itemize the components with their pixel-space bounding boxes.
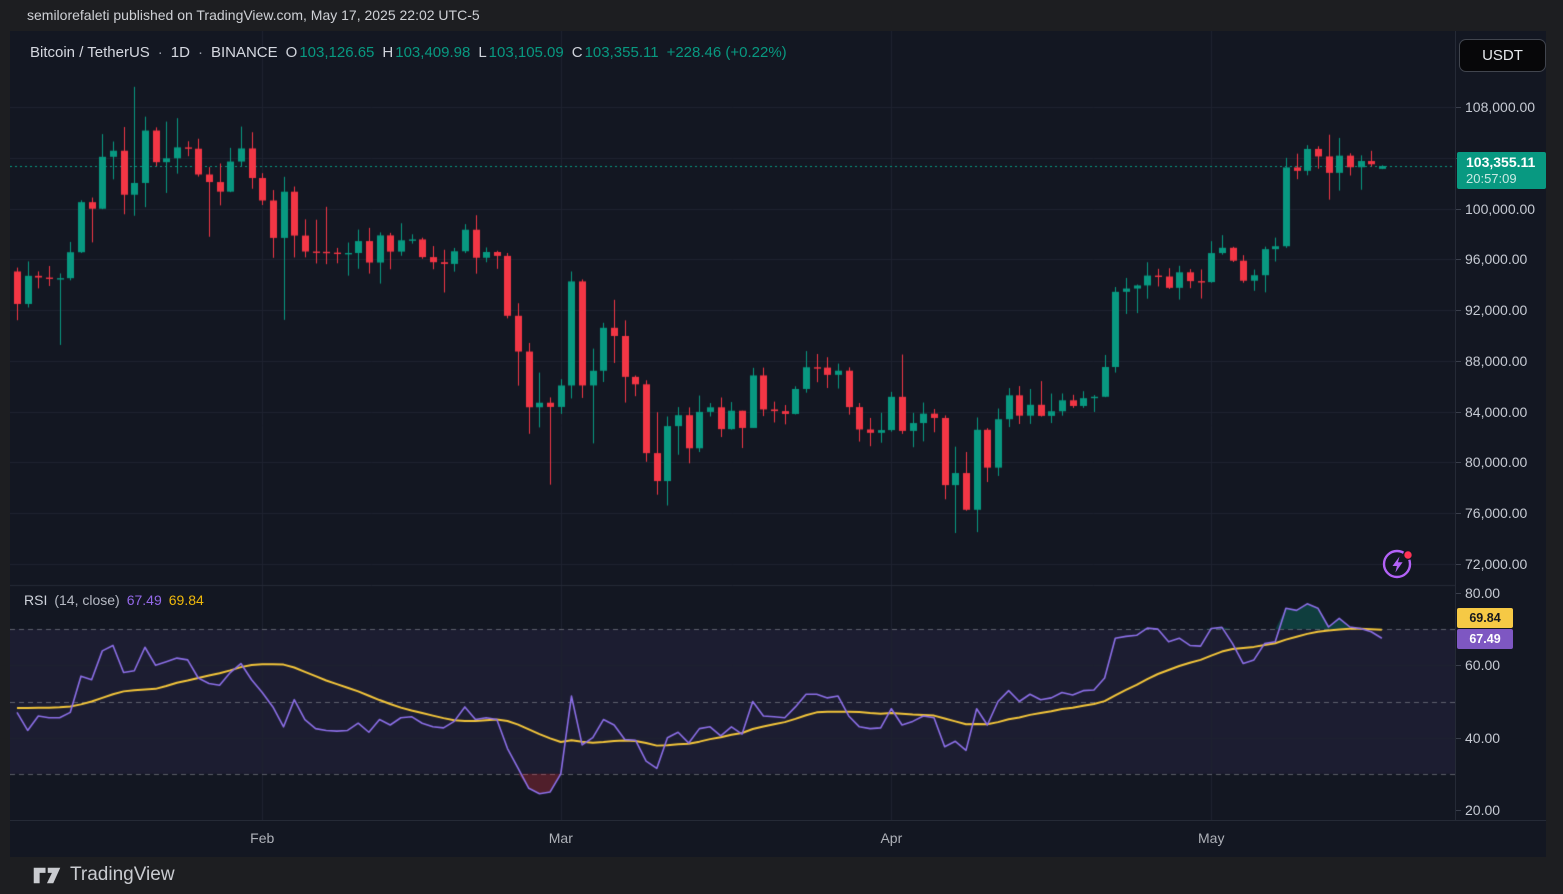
candlestick-chart-canvas[interactable] [10, 31, 1455, 820]
scale-tickmark [1456, 209, 1461, 210]
price-tick-label: 80,000.00 [1465, 454, 1528, 471]
footer-bar: TradingView [0, 856, 1563, 894]
bar-countdown: 20:57:09 [1466, 170, 1517, 186]
notification-dot [1402, 549, 1414, 561]
price-scale[interactable]: 103,355.11 20:57:09 69.84 67.49 108,000.… [1455, 31, 1547, 820]
scale-tickmark [1456, 361, 1461, 362]
rsi-ma-badge: 69.84 [1457, 607, 1513, 628]
price-tick-label: 96,000.00 [1465, 251, 1528, 268]
ohlc-low: L 103,105.09 [478, 44, 564, 61]
scale-tickmark [1456, 513, 1461, 514]
price-tick-label: 92,000.00 [1465, 302, 1528, 319]
symbol-name[interactable]: Bitcoin / TetherUS [30, 44, 150, 61]
scale-tickmark [1456, 259, 1461, 260]
price-tick-label: 84,000.00 [1465, 403, 1528, 420]
scale-tickmark [1456, 810, 1461, 811]
last-price-badge: 103,355.11 20:57:09 [1457, 151, 1546, 189]
price-change: +228.46 (+0.22%) [666, 44, 787, 61]
rsi-tick-label: 60.00 [1465, 657, 1501, 674]
scale-tickmark [1456, 738, 1461, 739]
rsi-value: 67.49 [126, 592, 162, 608]
rsi-tick-label: 20.00 [1465, 802, 1501, 818]
rsi-ma-value: 69.84 [168, 592, 204, 608]
time-axis-month-label: May [1198, 830, 1225, 846]
price-tick-label: 108,000.00 [1465, 99, 1536, 115]
scale-tickmark [1456, 412, 1461, 413]
price-tick-label: 100,000.00 [1465, 200, 1536, 217]
symbol-legend[interactable]: Bitcoin / TetherUS · 1D · BINANCE O 103,… [30, 44, 787, 61]
ohlc-open: O 103,126.65 [285, 44, 375, 61]
scale-tickmark [1456, 107, 1461, 108]
price-tick-label: 88,000.00 [1465, 352, 1528, 369]
tradingview-brand[interactable]: TradingView [70, 864, 175, 885]
scale-tickmark [1456, 593, 1461, 594]
time-axis-month-label: Mar [548, 830, 573, 846]
lightning-bolt-icon [1392, 556, 1403, 573]
time-axis-month-label: Apr [880, 830, 903, 846]
attribution-bar: semilorefaleti published on TradingView.… [0, 0, 1563, 31]
price-tick-label: 76,000.00 [1465, 505, 1528, 522]
exchange-label[interactable]: BINANCE [210, 44, 278, 61]
rsi-indicator-legend[interactable]: RSI (14, close) 67.49 69.84 [24, 592, 204, 608]
rsi-tick-label: 40.00 [1465, 729, 1501, 746]
time-axis-month-label: Feb [250, 830, 275, 846]
interval-label[interactable]: 1D [170, 44, 190, 61]
separator: · [157, 44, 163, 61]
time-axis[interactable]: Feb Mar Apr May [10, 820, 1546, 857]
scale-tickmark [1456, 310, 1461, 311]
scale-tickmark [1456, 462, 1461, 463]
rsi-tick-label: 80.00 [1465, 585, 1501, 601]
chart-container: Bitcoin / TetherUS · 1D · BINANCE O 103,… [10, 31, 1547, 857]
scale-tickmark [1456, 665, 1461, 666]
rsi-params: (14, close) [54, 592, 120, 608]
rsi-value-badge: 67.49 [1457, 629, 1513, 650]
market-status-lightning-icon[interactable] [1381, 547, 1415, 581]
currency-toggle-button[interactable]: USDT [1459, 39, 1546, 72]
rsi-title[interactable]: RSI [24, 592, 48, 608]
last-price: 103,355.11 [1466, 153, 1536, 170]
scale-tickmark [1456, 564, 1461, 565]
separator: · [197, 44, 203, 61]
attribution-text: semilorefaleti published on TradingView.… [27, 7, 480, 23]
price-tick-label: 72,000.00 [1465, 555, 1528, 572]
ohlc-close: C 103,355.11 [571, 44, 659, 61]
ohlc-high: H 103,409.98 [382, 44, 471, 61]
tradingview-logo-icon[interactable] [33, 864, 61, 887]
